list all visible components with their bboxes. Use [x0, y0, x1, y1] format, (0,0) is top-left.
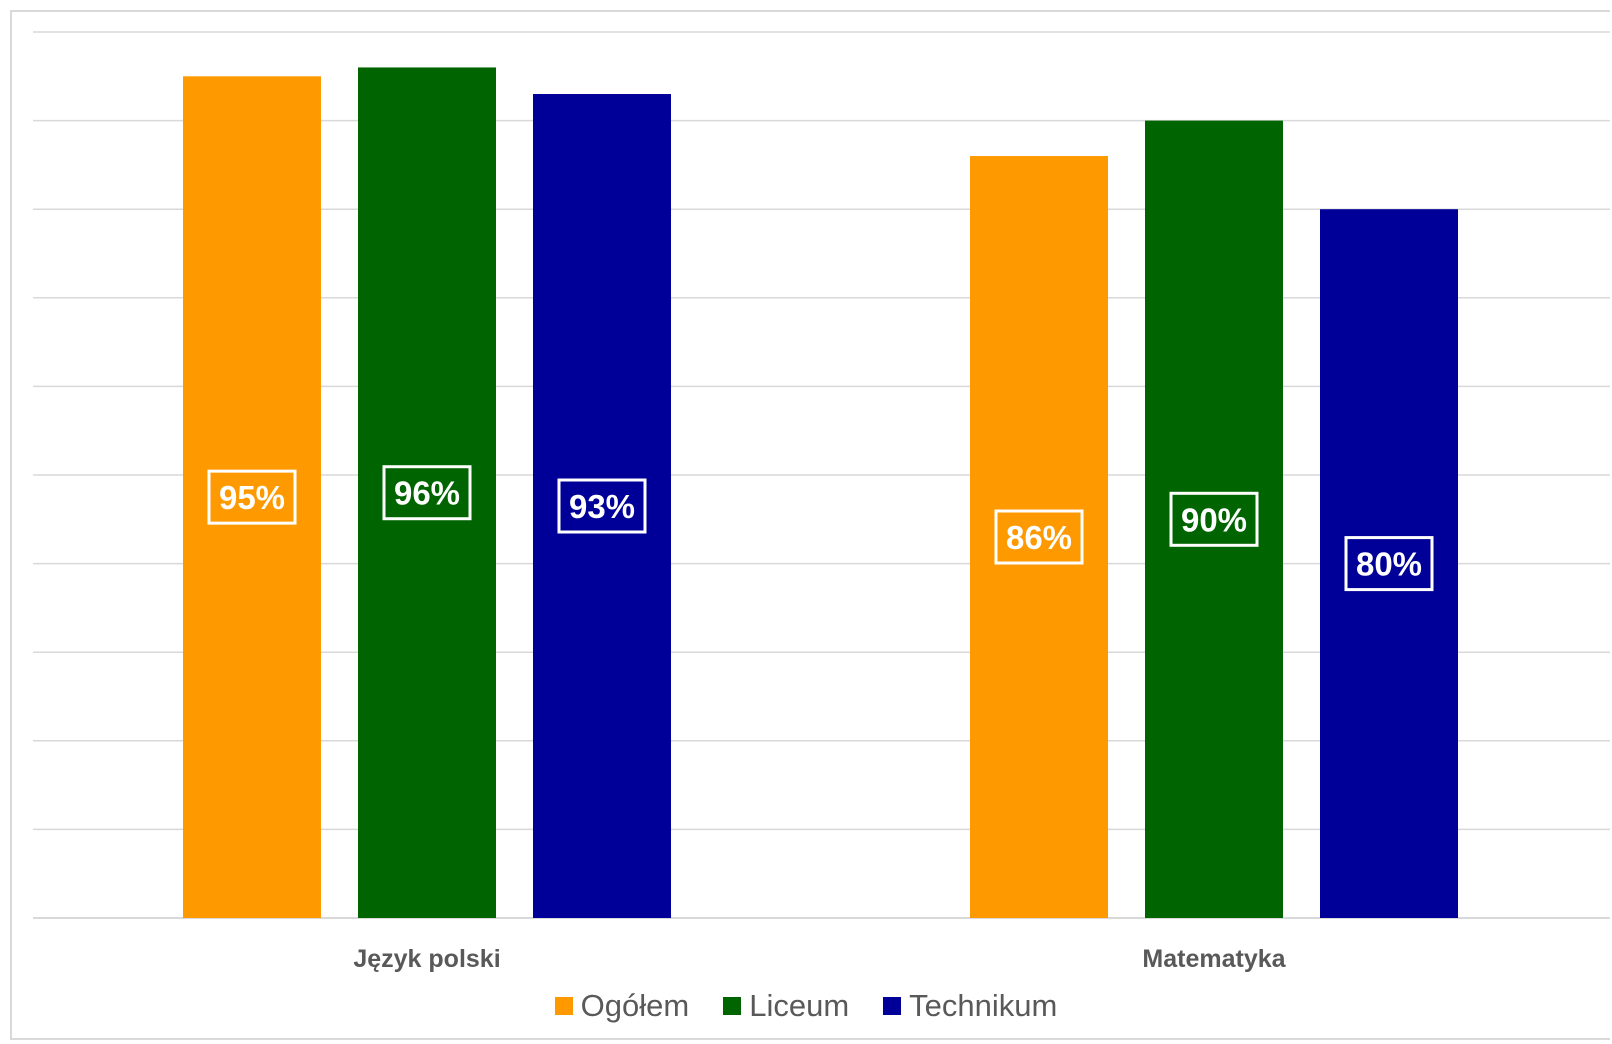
data-label: 93% [557, 478, 647, 534]
bar [1145, 120, 1283, 919]
legend: Ogółem Liceum Technikum [0, 988, 1612, 1024]
data-label-text: 95% [219, 479, 285, 516]
data-label-text: 86% [1006, 519, 1072, 556]
legend-swatch [723, 997, 742, 1015]
data-label: 96% [382, 465, 472, 521]
bar [533, 94, 671, 918]
legend-swatch [883, 997, 902, 1015]
data-label-text: 80% [1356, 546, 1422, 583]
legend-label: Technikum [909, 988, 1058, 1023]
legend-label: Ogółem [580, 988, 690, 1023]
data-label-text: 90% [1181, 501, 1247, 538]
legend-item: Liceum [723, 988, 849, 1024]
data-labels: 95% 96% 93% 86% 90% 80% [207, 465, 1434, 592]
data-label: 90% [1169, 491, 1259, 547]
data-label-box [557, 478, 647, 534]
legend-label: Liceum [749, 988, 850, 1023]
data-label: 80% [1344, 536, 1434, 592]
bars [183, 67, 1458, 919]
data-label-text: 93% [569, 488, 635, 525]
category-label: Matematyka [1142, 945, 1286, 973]
legend-item: Ogółem [554, 988, 690, 1024]
category-labels: Język polski Matematyka [353, 945, 1286, 973]
data-label-text: 96% [394, 475, 460, 512]
bar [1320, 209, 1458, 918]
data-label-box [1169, 491, 1259, 547]
data-label: 86% [994, 509, 1084, 565]
legend-swatch [554, 997, 573, 1015]
bar [183, 76, 321, 919]
data-label: 95% [207, 469, 297, 525]
data-label-box [994, 509, 1084, 565]
data-label-box [207, 469, 297, 525]
bar [970, 156, 1108, 919]
category-label: Język polski [353, 945, 500, 973]
data-label-box [1344, 536, 1434, 592]
legend-item: Technikum [883, 988, 1057, 1024]
bar [358, 67, 496, 918]
data-label-box [382, 465, 472, 521]
